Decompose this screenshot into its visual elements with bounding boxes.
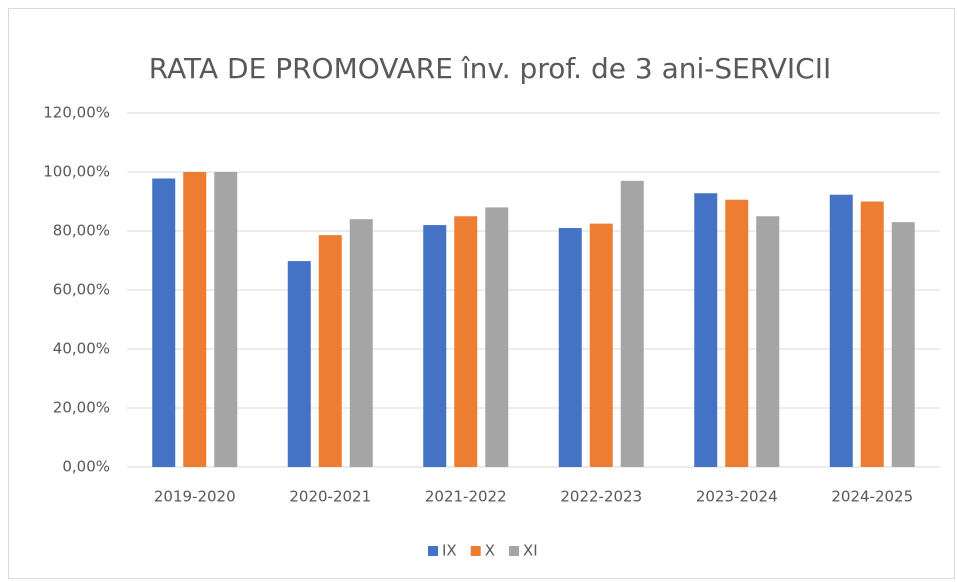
x-tick-label: 2020-2021 (289, 488, 371, 506)
y-tick-label: 60,00% (53, 281, 110, 299)
legend-swatch (428, 546, 438, 556)
legend-swatch (508, 546, 519, 556)
x-tick-label: 2023-2024 (696, 488, 778, 506)
bar (829, 194, 853, 467)
bar (287, 261, 311, 467)
bar (152, 178, 176, 468)
y-tick-label: 0,00% (62, 458, 110, 476)
y-tick-label: 20,00% (53, 399, 110, 417)
bar (558, 228, 582, 467)
bar (485, 207, 509, 467)
legend-swatch (470, 546, 481, 556)
y-tick-label: 80,00% (53, 222, 110, 240)
bar (756, 216, 780, 467)
bar (183, 172, 207, 467)
bar (454, 216, 478, 467)
x-tick-label: 2024-2025 (831, 488, 913, 506)
legend-label: IX (442, 542, 457, 560)
bar (620, 180, 644, 467)
bar (214, 172, 238, 467)
legend-label: X (485, 542, 495, 560)
legend-label: XI (523, 542, 538, 560)
y-tick-label: 120,00% (43, 104, 110, 122)
bar (349, 219, 373, 467)
y-tick-label: 100,00% (43, 163, 110, 181)
chart-title: RATA DE PROMOVARE înv. prof. de 3 ani-SE… (149, 52, 832, 85)
x-tick-label: 2022-2023 (560, 488, 642, 506)
bar (589, 223, 613, 467)
bar (318, 235, 342, 467)
bar (891, 222, 915, 467)
x-tick-label: 2019-2020 (154, 488, 236, 506)
bar (725, 199, 749, 468)
bar (423, 225, 447, 467)
bar (694, 193, 718, 468)
x-tick-label: 2021-2022 (425, 488, 507, 506)
bar (860, 201, 884, 467)
y-tick-label: 40,00% (53, 340, 110, 358)
